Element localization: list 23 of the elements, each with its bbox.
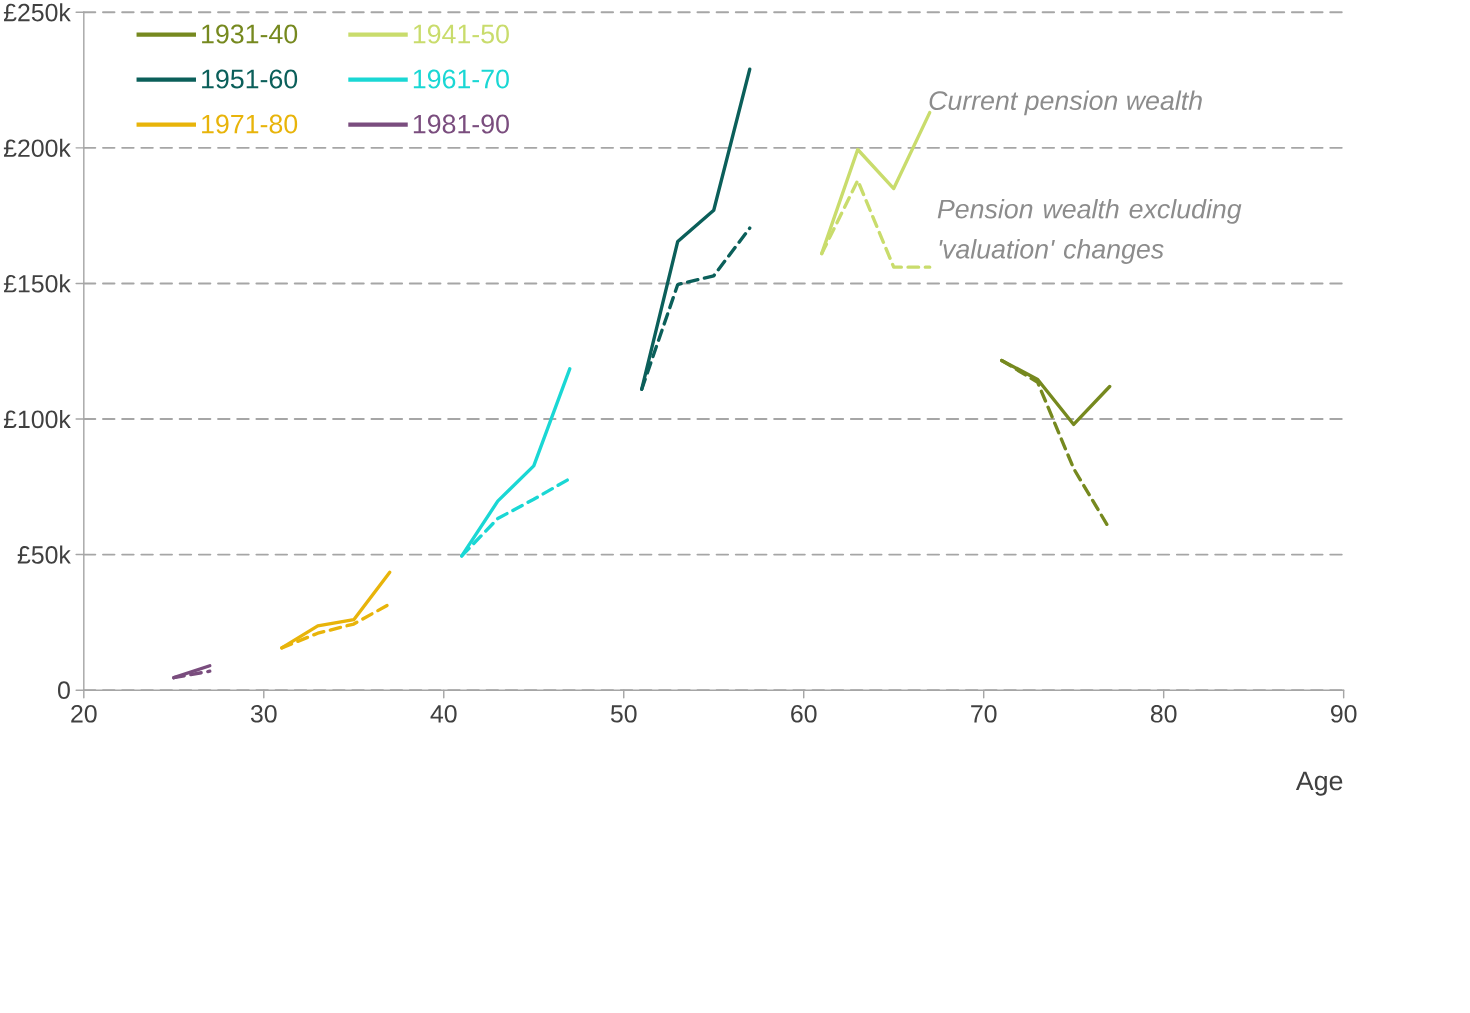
annotation: Current pension wealth <box>929 90 1202 116</box>
y-tick-label: £250k <box>3 3 71 22</box>
x-tick-label: 60 <box>791 705 817 723</box>
legend-label: 1931-40 <box>202 24 298 44</box>
y-tick-label: £100k <box>3 409 71 429</box>
x-tick-label: 20 <box>71 705 97 723</box>
x-tick-label: 50 <box>610 705 637 723</box>
x-tick-label: 80 <box>1150 705 1177 723</box>
y-tick-label: 0 <box>58 681 70 700</box>
y-tick-label: £150k <box>3 274 71 293</box>
x-axis-title: Age <box>1295 771 1343 796</box>
x-tick-label: 70 <box>971 705 997 723</box>
legend-label: 1961-70 <box>413 69 509 89</box>
annotation: Pension wealth excluding 'valuation' changes <box>937 198 1242 265</box>
legend-label: 1981-90 <box>413 114 509 134</box>
x-tick-label: 40 <box>430 705 457 723</box>
x-tick-label: 90 <box>1331 705 1357 723</box>
y-tick-label: £50k <box>17 545 71 564</box>
x-tick-label: 30 <box>250 705 277 723</box>
legend-label: 1951-60 <box>202 69 298 89</box>
legend-label: 1941-50 <box>413 24 509 44</box>
legend-label: 1971-80 <box>202 114 298 134</box>
y-tick-label: £200k <box>3 138 71 158</box>
